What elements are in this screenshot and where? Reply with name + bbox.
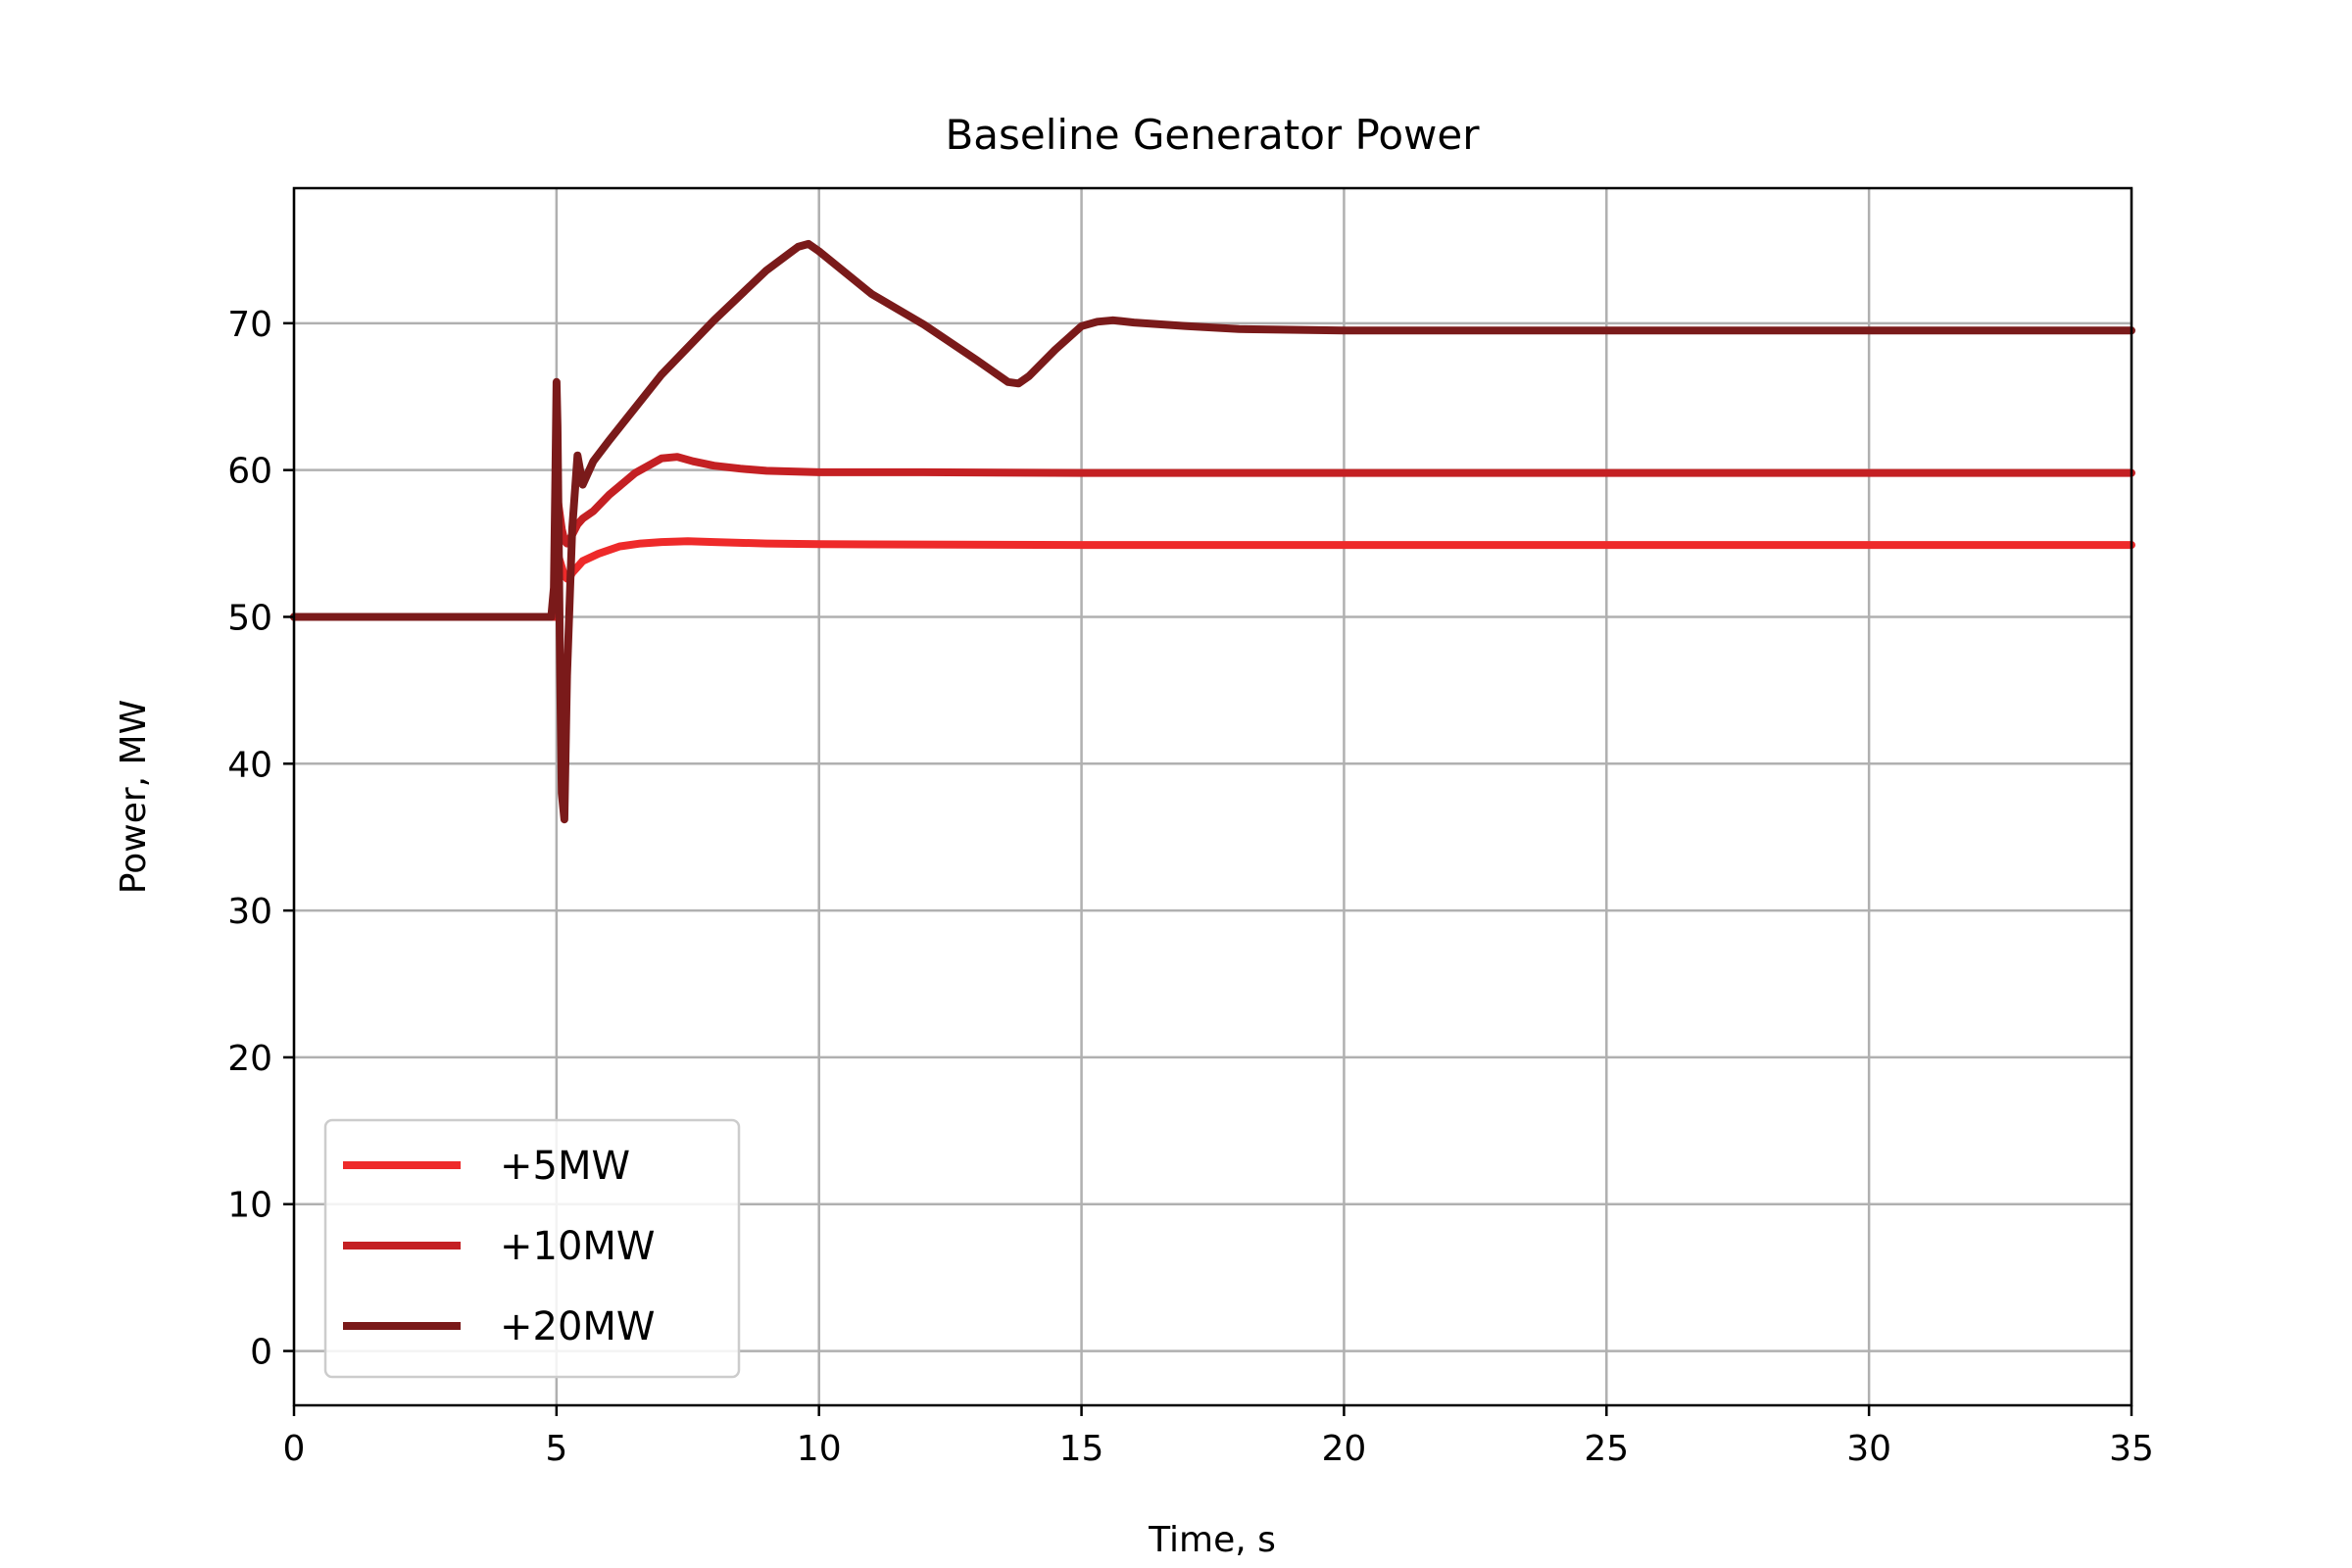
y-tick-label: 0 (250, 1333, 272, 1373)
x-axis-label: Time, s (1148, 1520, 1276, 1560)
x-tick-label: 20 (1322, 1429, 1367, 1469)
y-axis-label: Power, MW (114, 700, 154, 894)
y-tick-label: 20 (227, 1039, 272, 1079)
y-tick-label: 70 (227, 305, 272, 345)
legend-label-1: +5MW (500, 1144, 630, 1189)
y-tick-label: 40 (227, 745, 272, 785)
chart-title: Baseline Generator Power (945, 111, 1480, 159)
x-tick-label: 5 (545, 1429, 567, 1469)
x-tick-label: 0 (283, 1429, 306, 1469)
x-tick-label: 30 (1846, 1429, 1891, 1469)
y-tick-label: 30 (227, 892, 272, 932)
y-tick-label: 60 (227, 452, 272, 492)
y-tick-label: 50 (227, 598, 272, 638)
x-tick-label: 10 (797, 1429, 842, 1469)
legend-frame (323, 1118, 741, 1379)
legend: +5MW +10MW +20MW (323, 1118, 741, 1379)
legend-label-3: +20MW (500, 1304, 655, 1349)
y-tick-label: 10 (227, 1186, 272, 1226)
x-ticks: 0 5 10 15 20 25 30 35 (283, 1405, 2154, 1469)
series-line-3 (290, 239, 2135, 824)
x-tick-label: 15 (1059, 1429, 1104, 1469)
y-ticks: 0 10 20 30 40 50 60 70 (227, 305, 294, 1373)
x-tick-label: 25 (1584, 1429, 1629, 1469)
plot-frame (292, 186, 2133, 1407)
x-tick-label: 35 (2109, 1429, 2154, 1469)
series-layer (290, 239, 2135, 824)
legend-label-2: +10MW (500, 1224, 655, 1269)
